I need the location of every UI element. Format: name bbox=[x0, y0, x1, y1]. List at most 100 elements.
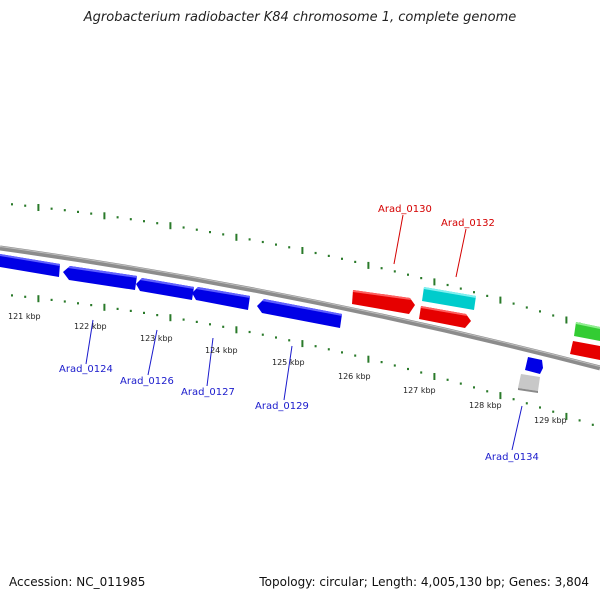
minor-tick bbox=[261, 333, 264, 336]
gene-label-arad-0127[interactable]: Arad_0127 bbox=[181, 387, 235, 398]
major-tick bbox=[367, 261, 370, 269]
major-tick bbox=[235, 233, 238, 241]
minor-tick bbox=[143, 311, 145, 314]
minor-tick bbox=[459, 382, 462, 385]
chromosome-backbone-highlight bbox=[0, 246, 600, 367]
gene-arrow-arad-0134[interactable] bbox=[525, 357, 543, 374]
major-tick bbox=[37, 295, 40, 303]
minor-tick bbox=[156, 314, 159, 317]
gene-arrow-arad-0133[interactable] bbox=[570, 341, 600, 360]
minor-tick bbox=[354, 354, 357, 357]
gene-arrow-arad-0129[interactable] bbox=[257, 299, 342, 328]
leader-arad-0132 bbox=[455, 228, 467, 278]
minor-tick bbox=[182, 318, 185, 321]
major-tick bbox=[169, 314, 172, 322]
minor-tick bbox=[512, 398, 515, 401]
minor-tick bbox=[182, 226, 185, 229]
scale-label: 129 kbp bbox=[534, 416, 567, 425]
minor-tick bbox=[552, 410, 555, 413]
minor-tick bbox=[539, 310, 541, 313]
minor-tick bbox=[11, 294, 13, 297]
gene-block-green[interactable] bbox=[574, 322, 600, 341]
gene-label-arad-0132[interactable]: Arad_0132 bbox=[441, 218, 495, 229]
minor-tick bbox=[327, 254, 330, 257]
minor-tick bbox=[143, 220, 145, 223]
minor-tick bbox=[539, 406, 541, 409]
gene-label-arad-0126[interactable]: Arad_0126 bbox=[120, 376, 174, 387]
major-tick bbox=[103, 303, 106, 311]
leader-arad-0127 bbox=[206, 337, 214, 387]
minor-tick bbox=[446, 283, 449, 287]
minor-tick bbox=[63, 300, 66, 303]
scale-label: 121 kbp bbox=[8, 312, 41, 321]
major-tick bbox=[301, 340, 304, 348]
minor-tick bbox=[420, 371, 423, 374]
gene-block-arad-0132[interactable] bbox=[422, 287, 476, 310]
minor-tick bbox=[24, 295, 27, 298]
leader-arad-0126 bbox=[147, 329, 158, 376]
gene-label-arad-0124[interactable]: Arad_0124 bbox=[59, 364, 113, 375]
scale-label: 128 kbp bbox=[469, 401, 502, 410]
minor-tick bbox=[380, 267, 383, 270]
minor-tick bbox=[486, 294, 489, 297]
minor-tick bbox=[116, 307, 119, 310]
minor-tick bbox=[77, 302, 79, 305]
inner-tick-ring bbox=[11, 294, 594, 426]
gene-arrow-arad-0126[interactable] bbox=[136, 278, 194, 300]
minor-tick bbox=[380, 361, 383, 364]
major-tick bbox=[565, 316, 568, 324]
minor-tick bbox=[50, 298, 53, 301]
major-tick bbox=[37, 204, 40, 211]
scale-label: 124 kbp bbox=[205, 346, 238, 355]
gene-arrow-arad-0127[interactable] bbox=[192, 287, 250, 310]
minor-tick bbox=[420, 277, 423, 280]
minor-tick bbox=[248, 330, 251, 334]
minor-tick bbox=[222, 233, 225, 236]
minor-tick bbox=[195, 228, 198, 231]
minor-tick bbox=[314, 345, 317, 348]
major-tick bbox=[235, 326, 238, 334]
minor-tick bbox=[129, 309, 132, 312]
minor-tick bbox=[314, 251, 317, 255]
gene-arrow-arad-0124[interactable] bbox=[63, 266, 137, 290]
major-tick bbox=[433, 373, 436, 380]
minor-tick bbox=[90, 304, 93, 307]
minor-tick bbox=[248, 238, 251, 241]
gene-label-arad-0130[interactable]: Arad_0130 bbox=[378, 204, 432, 215]
leader-arad-0129 bbox=[283, 345, 293, 401]
minor-tick bbox=[288, 246, 291, 249]
major-tick bbox=[169, 222, 172, 230]
minor-tick bbox=[407, 367, 409, 371]
minor-tick bbox=[209, 323, 211, 326]
minor-tick bbox=[261, 240, 264, 244]
minor-tick bbox=[473, 386, 475, 389]
major-tick bbox=[565, 412, 568, 420]
genome-summary-text: Topology: circular; Length: 4,005,130 bp… bbox=[259, 575, 589, 589]
minor-tick bbox=[552, 314, 555, 317]
minor-tick bbox=[525, 402, 528, 405]
gene-label-arad-0129[interactable]: Arad_0129 bbox=[255, 401, 309, 412]
gene-label-arad-0134[interactable]: Arad_0134 bbox=[485, 452, 539, 463]
minor-tick bbox=[11, 203, 13, 206]
minor-tick bbox=[393, 364, 396, 367]
minor-tick bbox=[591, 423, 594, 426]
major-tick bbox=[367, 355, 370, 363]
minor-tick bbox=[525, 306, 528, 309]
gene-arrow-arad-0131[interactable] bbox=[419, 306, 471, 328]
accession-text: Accession: NC_011985 bbox=[9, 575, 146, 589]
major-tick bbox=[103, 212, 106, 220]
minor-tick bbox=[341, 351, 343, 354]
minor-tick bbox=[156, 222, 159, 225]
minor-tick bbox=[288, 339, 291, 342]
major-tick bbox=[301, 247, 304, 254]
minor-tick bbox=[446, 378, 449, 381]
minor-tick bbox=[512, 302, 515, 305]
gene-block-arad-0123[interactable] bbox=[0, 254, 60, 277]
minor-tick bbox=[275, 243, 277, 246]
minor-tick bbox=[578, 419, 581, 422]
leader-arad-0134 bbox=[511, 405, 523, 451]
gene-arrow-arad-0130[interactable] bbox=[352, 290, 415, 314]
minor-tick bbox=[209, 231, 211, 234]
gene-block-grey[interactable] bbox=[518, 374, 540, 393]
